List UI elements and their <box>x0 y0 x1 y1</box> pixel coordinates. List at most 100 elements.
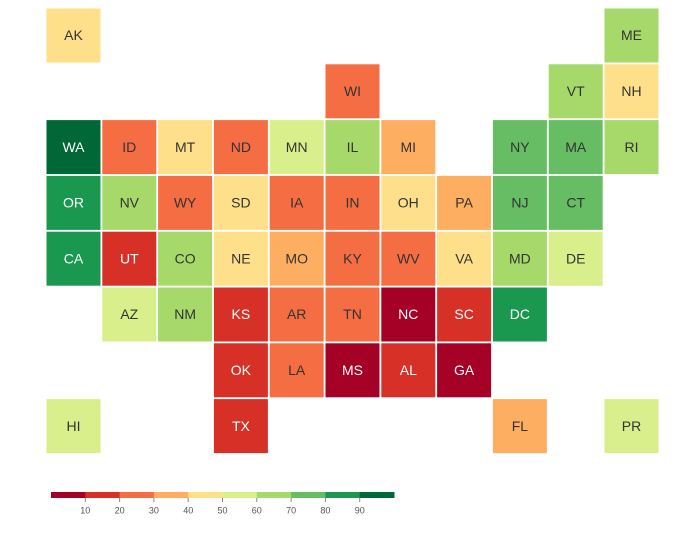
state-tile <box>491 286 548 343</box>
legend-tick-label: 10 <box>80 505 90 515</box>
tile-label: AZ <box>120 306 138 322</box>
state-tile <box>380 119 437 176</box>
state-tile <box>603 7 660 64</box>
tile-label: VA <box>455 250 473 266</box>
state-tile <box>157 230 214 287</box>
legend-swatch <box>153 492 189 498</box>
state-tile <box>157 286 214 343</box>
state-tile <box>212 398 269 455</box>
tile-label: MO <box>285 250 308 266</box>
state-tile <box>436 286 493 343</box>
tile-label: WA <box>62 139 85 155</box>
state-tile <box>491 119 548 176</box>
tile-label: ID <box>122 139 136 155</box>
tile-label: ME <box>621 27 642 43</box>
legend-tick-label: 20 <box>115 505 125 515</box>
legend-swatch <box>222 492 258 498</box>
state-tile <box>380 230 437 287</box>
state-tile <box>324 342 381 399</box>
tile-label: DC <box>510 306 530 322</box>
legend-swatch <box>359 492 395 498</box>
tile-label: FL <box>512 418 529 434</box>
state-tile <box>547 174 604 231</box>
state-tile <box>157 119 214 176</box>
legend-tick-label: 60 <box>252 505 262 515</box>
legend-tick-label: 30 <box>149 505 159 515</box>
state-tile <box>101 119 158 176</box>
state-tile <box>212 230 269 287</box>
state-tile <box>212 174 269 231</box>
tile-label: AR <box>287 306 306 322</box>
legend-swatch <box>119 492 155 498</box>
state-tile <box>101 174 158 231</box>
legend-swatch <box>188 492 223 498</box>
tile-label: SC <box>454 306 473 322</box>
state-tile <box>380 174 437 231</box>
tile-label: HI <box>67 418 81 434</box>
tile-label: LA <box>288 362 306 378</box>
state-tile <box>101 230 158 287</box>
tile-label: OH <box>398 195 419 211</box>
tile-label: PR <box>622 418 641 434</box>
state-tile <box>45 7 102 64</box>
legend-tick-label: 40 <box>183 505 193 515</box>
legend-tick-label: 90 <box>355 505 365 515</box>
tile-label: CT <box>566 195 585 211</box>
state-tile <box>324 63 381 120</box>
tile-label: GA <box>454 362 475 378</box>
tile-label: OR <box>63 195 84 211</box>
state-tile <box>45 398 102 455</box>
state-tile <box>268 286 325 343</box>
legend-swatch <box>51 492 86 498</box>
tile-label: PA <box>455 195 473 211</box>
tile-label: MD <box>509 250 531 266</box>
state-tile <box>212 119 269 176</box>
state-tile <box>212 286 269 343</box>
tile-label: SD <box>231 195 250 211</box>
state-tile <box>324 119 381 176</box>
tile-label: MS <box>342 362 363 378</box>
state-tile <box>45 230 102 287</box>
tile-label: NV <box>120 195 140 211</box>
tile-label: NJ <box>511 195 528 211</box>
tile-label: TN <box>343 306 362 322</box>
tile-label: KY <box>343 250 362 266</box>
tile-label: KS <box>232 306 251 322</box>
tile-label: NC <box>398 306 418 322</box>
legend-swatch <box>256 492 292 498</box>
state-tile <box>268 342 325 399</box>
legend-tick-label: 50 <box>217 505 227 515</box>
state-tile <box>212 342 269 399</box>
state-tile <box>157 174 214 231</box>
tile-label: NM <box>174 306 196 322</box>
tile-label: RI <box>625 139 639 155</box>
state-tile <box>436 230 493 287</box>
state-tile <box>380 342 437 399</box>
legend-tick-label: 80 <box>320 505 330 515</box>
state-tile <box>45 119 102 176</box>
state-tile <box>324 286 381 343</box>
state-tile <box>324 174 381 231</box>
legend-swatch <box>85 492 121 498</box>
tile-label: MN <box>286 139 308 155</box>
state-tile <box>603 63 660 120</box>
tile-label: ND <box>231 139 251 155</box>
tile-label: WV <box>397 250 420 266</box>
state-tile <box>491 230 548 287</box>
state-tile <box>268 119 325 176</box>
tile-label: WI <box>344 83 361 99</box>
tile-label: MI <box>401 139 417 155</box>
state-tile <box>491 174 548 231</box>
state-tile <box>268 230 325 287</box>
state-tile <box>324 230 381 287</box>
state-tile <box>603 119 660 176</box>
tile-label: CA <box>64 250 84 266</box>
tile-label: NE <box>231 250 250 266</box>
state-tile <box>547 119 604 176</box>
state-tile <box>547 63 604 120</box>
tile-label: WY <box>174 195 197 211</box>
legend-swatch <box>291 492 326 498</box>
tile-label: NY <box>510 139 530 155</box>
state-tile <box>436 174 493 231</box>
